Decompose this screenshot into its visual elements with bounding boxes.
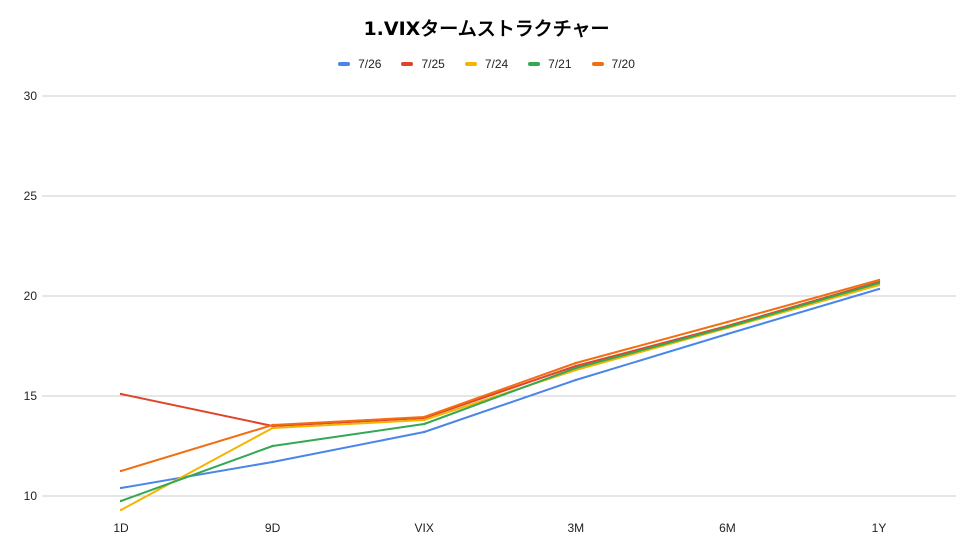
legend-swatch xyxy=(338,62,351,66)
data-point xyxy=(726,332,729,336)
data-point xyxy=(877,283,881,287)
data-point xyxy=(423,415,426,419)
data-point xyxy=(574,364,577,368)
x-tick-label: 1Y xyxy=(872,521,887,535)
y-tick-label: 20 xyxy=(24,289,38,303)
legend-label: 7/24 xyxy=(484,57,509,71)
legend-label: 7/25 xyxy=(421,57,445,71)
legend-item: 7/21 xyxy=(528,57,572,71)
data-point xyxy=(119,469,123,473)
data-point xyxy=(726,325,729,329)
legend: 7/26 7/25 7/24 7/21 7/20 xyxy=(0,57,973,71)
data-point xyxy=(271,460,274,464)
legend-swatch xyxy=(401,62,414,66)
data-point xyxy=(119,499,123,503)
data-point xyxy=(423,418,426,422)
legend-swatch xyxy=(528,62,541,66)
data-point xyxy=(119,392,123,396)
y-tick-label: 10 xyxy=(24,489,38,503)
legend-item: 7/25 xyxy=(401,57,445,71)
data-point xyxy=(119,508,123,512)
y-tick-label: 15 xyxy=(24,389,38,403)
data-point xyxy=(574,368,577,372)
legend-label: 7/20 xyxy=(611,57,635,71)
data-point xyxy=(271,426,274,430)
x-tick-label: VIX xyxy=(415,521,434,535)
y-tick-label: 30 xyxy=(24,89,38,103)
data-point xyxy=(574,361,577,365)
legend-item: 7/20 xyxy=(591,57,635,71)
data-point xyxy=(574,366,577,370)
legend-item: 7/26 xyxy=(338,57,381,71)
data-point xyxy=(271,423,274,427)
data-point xyxy=(877,287,881,291)
x-tick-label: 9D xyxy=(265,521,281,535)
x-tick-label: 1D xyxy=(113,521,129,535)
data-point xyxy=(877,281,881,285)
data-point xyxy=(119,486,123,490)
series-line-7-25 xyxy=(120,281,880,427)
legend-swatch xyxy=(464,62,477,66)
data-point xyxy=(423,422,426,426)
legend-label: 7/26 xyxy=(358,57,382,71)
data-point xyxy=(271,444,274,448)
series-line-7-20 xyxy=(120,279,880,472)
legend-swatch xyxy=(591,62,604,66)
series-line-7-26 xyxy=(120,288,880,489)
data-point xyxy=(423,430,426,434)
y-tick-label: 25 xyxy=(24,189,38,203)
x-tick-label: 3M xyxy=(567,521,584,535)
data-point xyxy=(574,378,577,382)
x-tick-label: 6M xyxy=(719,521,736,535)
legend-label: 7/21 xyxy=(548,57,572,71)
chart-title: 1.VIXタームストラクチャー xyxy=(363,18,610,40)
data-point xyxy=(726,320,729,324)
series-line-7-24 xyxy=(120,284,880,511)
series-line-7-21 xyxy=(120,282,880,502)
legend-item: 7/24 xyxy=(464,57,509,71)
data-point xyxy=(877,278,881,282)
